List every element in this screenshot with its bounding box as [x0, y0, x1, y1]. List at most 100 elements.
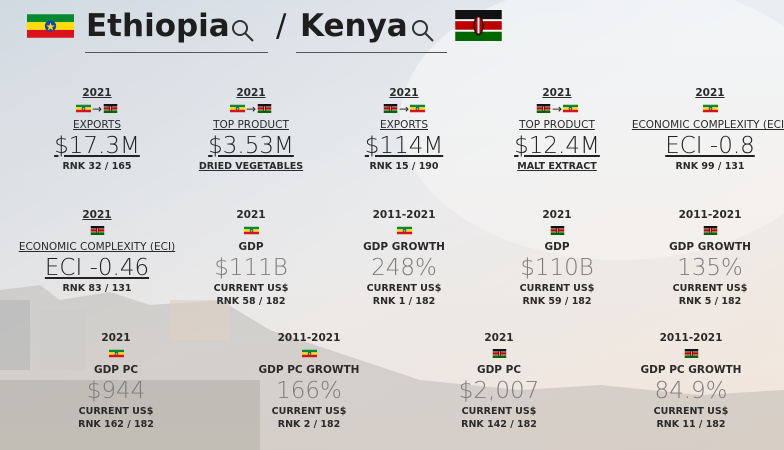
stat-card: 2021 ECONOMIC COMPLEXITY (ECI) ECI -0.8 RNK…	[630, 86, 784, 173]
year: 2011-2021	[678, 209, 742, 221]
metric-label: GDP PC GROWTH	[258, 364, 360, 376]
flags	[229, 345, 389, 362]
rank: RNK 1 / 182	[372, 296, 436, 307]
flag-icon	[257, 104, 272, 113]
metric-label[interactable]: EXPORTS	[379, 119, 429, 131]
underline	[296, 52, 447, 53]
metric-value: $944	[86, 378, 146, 404]
flag-icon	[75, 104, 91, 113]
metric-label: GDP	[544, 241, 570, 253]
year[interactable]: 2021	[82, 209, 112, 221]
year: 2011-2021	[277, 332, 341, 344]
metric-value[interactable]: $3.53M	[208, 133, 294, 159]
flags	[611, 345, 771, 362]
metric-label[interactable]: ECONOMIC COMPLEXITY (ECI)	[631, 119, 784, 131]
year: 2021	[236, 209, 266, 221]
rank: RNK 58 / 182	[216, 296, 286, 307]
metric-label[interactable]: EXPORTS	[72, 119, 122, 131]
stat-card: 2021 GDP $111B CURRENT US$ RNK 58 / 182	[171, 208, 331, 308]
year: 2011-2021	[372, 209, 436, 221]
unit: CURRENT US$	[78, 406, 154, 417]
flags	[171, 222, 331, 239]
underline	[85, 52, 268, 53]
flags: →	[324, 100, 484, 117]
metric-label: GDP GROWTH	[669, 241, 751, 253]
rank: RNK 83 / 131	[62, 283, 132, 294]
flags	[324, 222, 484, 239]
metric-label[interactable]: TOP PRODUCT	[213, 119, 289, 131]
unit: CURRENT US$	[519, 283, 595, 294]
metric-value: $2,007	[458, 378, 540, 404]
metric-label: GDP PC	[93, 364, 139, 376]
stat-card: 2011-2021 GDP PC GROWTH 84.9% CURRENT US$ RN…	[611, 331, 771, 431]
flag-icon	[396, 226, 412, 235]
year[interactable]: 2021	[695, 87, 725, 99]
year: 2021	[101, 332, 131, 344]
flag-icon	[301, 349, 317, 358]
year[interactable]: 2021	[389, 87, 419, 99]
metric-label[interactable]: TOP PRODUCT	[519, 119, 595, 131]
year[interactable]: 2021	[82, 87, 112, 99]
unit: CURRENT US$	[653, 406, 729, 417]
metric-value[interactable]: ECI -0.8	[665, 133, 755, 159]
flag-icon	[684, 349, 698, 358]
arrow: →	[551, 101, 563, 116]
rank: RNK 32 / 165	[62, 161, 132, 172]
stat-card: 2021 → TOP PRODUCT $3.53M DRIED VEGETABLES	[171, 86, 331, 173]
flag-ethiopia	[27, 14, 74, 38]
flag-icon	[703, 226, 717, 235]
metric-value: 135%	[677, 255, 743, 281]
stat-card: 2011-2021 GDP GROWTH 135% CURRENT US$ RNK 5 …	[630, 208, 784, 308]
rank: RNK 142 / 182	[461, 419, 537, 430]
year[interactable]: 2021	[542, 87, 572, 99]
metric-value[interactable]: $114M	[364, 133, 444, 159]
stat-card: 2021 ECONOMIC COMPLEXITY (ECI) ECI -0.46 RN…	[17, 208, 177, 295]
stat-card: 2021 → EXPORTS $17.3M RNK 32 / 165	[17, 86, 177, 173]
stat-card: 2011-2021 GDP PC GROWTH 166% CURRENT US$ RNK…	[229, 331, 389, 431]
flag-icon	[243, 226, 259, 235]
unit: CURRENT US$	[271, 406, 347, 417]
separator: /	[276, 8, 287, 44]
stat-card: 2021 GDP PC $944 CURRENT US$ RNK 162 / 182	[36, 331, 196, 431]
flag-icon	[550, 226, 564, 235]
flags	[630, 222, 784, 239]
metric-label: GDP PC	[476, 364, 522, 376]
flags: →	[171, 100, 331, 117]
metric-label[interactable]: ECONOMIC COMPLEXITY (ECI)	[18, 241, 176, 253]
metric-label: GDP PC GROWTH	[640, 364, 742, 376]
rank: RNK 99 / 131	[675, 161, 745, 172]
metric-value: 166%	[276, 378, 342, 404]
arrow: →	[245, 101, 257, 116]
flag-icon	[90, 226, 104, 235]
product-name[interactable]: DRIED VEGETABLES	[198, 161, 304, 172]
metric-value[interactable]: $17.3M	[54, 133, 140, 159]
flags	[36, 345, 196, 362]
metric-value: 84.9%	[654, 378, 728, 404]
rank: RNK 5 / 182	[678, 296, 742, 307]
rank: RNK 162 / 182	[78, 419, 154, 430]
flag-icon	[229, 104, 245, 113]
search-icon[interactable]	[232, 20, 254, 42]
flag-icon	[108, 349, 124, 358]
metric-value[interactable]: $12.4M	[514, 133, 600, 159]
search-icon[interactable]	[412, 20, 434, 42]
product-name[interactable]: MALT EXTRACT	[517, 161, 597, 172]
flag-icon	[410, 104, 426, 113]
stat-card: 2021 GDP $110B CURRENT US$ RNK 59 / 182	[477, 208, 637, 308]
stat-card: 2021 → EXPORTS $114M RNK 15 / 190	[324, 86, 484, 173]
flag-icon	[492, 349, 506, 358]
unit: CURRENT US$	[672, 283, 748, 294]
year: 2021	[484, 332, 514, 344]
flags	[477, 222, 637, 239]
metric-value: $111B	[214, 255, 288, 281]
flags	[17, 222, 177, 239]
metric-value: $110B	[520, 255, 594, 281]
rank: RNK 15 / 190	[369, 161, 439, 172]
year[interactable]: 2021	[236, 87, 266, 99]
country-select[interactable]: Ethiopia	[86, 8, 230, 44]
rank: RNK 2 / 182	[277, 419, 341, 430]
unit: CURRENT US$	[461, 406, 537, 417]
metric-value[interactable]: ECI -0.46	[44, 255, 150, 281]
country-select[interactable]: Kenya	[300, 8, 408, 44]
flags	[630, 100, 784, 117]
